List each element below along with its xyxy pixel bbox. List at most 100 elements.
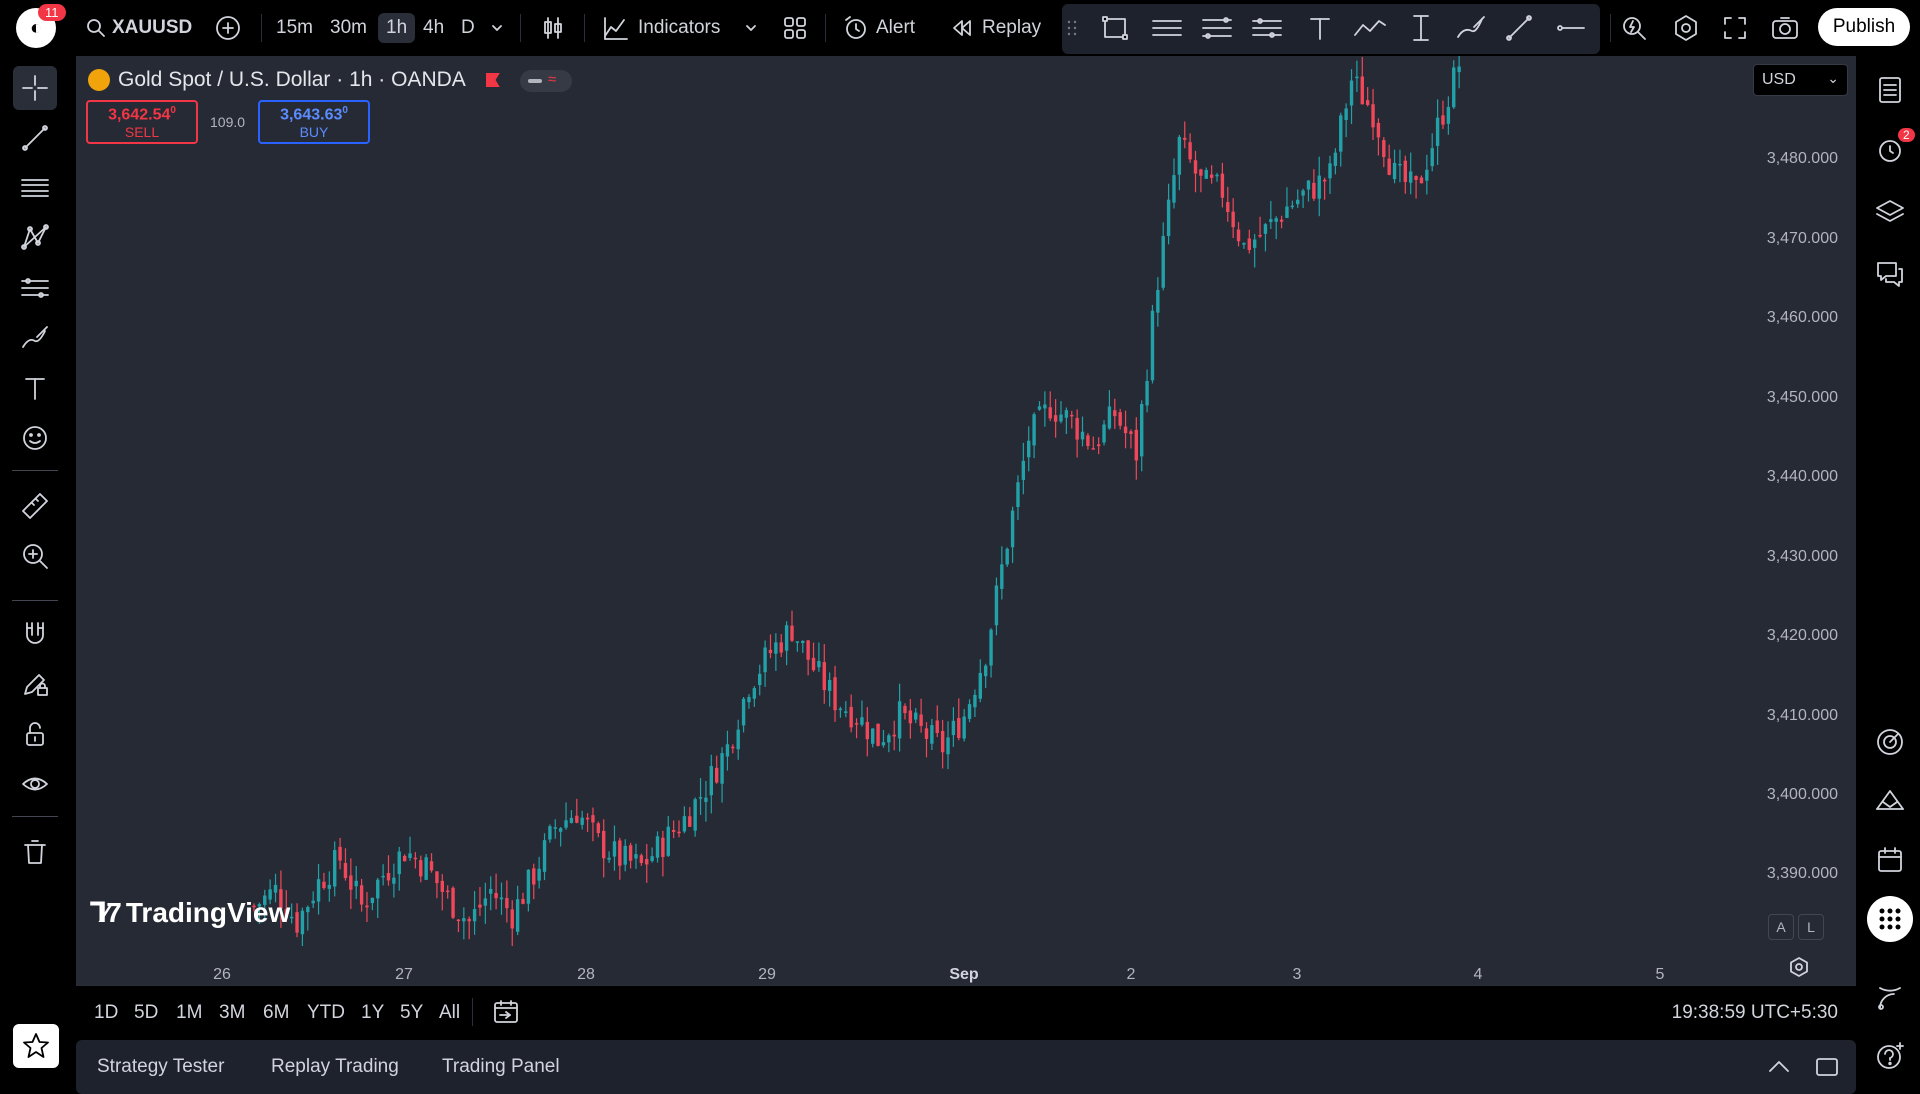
- timeframe-4h[interactable]: 4h: [423, 17, 445, 38]
- candle-up[interactable]: [515, 899, 520, 932]
- candle-down[interactable]: [924, 728, 929, 739]
- zoom-in-tool[interactable]: [13, 534, 57, 578]
- timeframe-15m[interactable]: 15m: [276, 17, 313, 38]
- candle-down[interactable]: [1258, 234, 1262, 237]
- candle-up[interactable]: [1317, 175, 1321, 199]
- parallel-channel-tool[interactable]: [1250, 0, 1284, 56]
- candle-up[interactable]: [704, 797, 708, 802]
- candle-down[interactable]: [806, 640, 810, 660]
- candle-up[interactable]: [838, 708, 843, 711]
- candle-up[interactable]: [784, 625, 789, 651]
- candle-up[interactable]: [1150, 310, 1155, 381]
- candle-up[interactable]: [801, 640, 805, 644]
- forecasting-tool[interactable]: [13, 266, 57, 310]
- candle-down[interactable]: [940, 730, 945, 753]
- settings-button[interactable]: [1672, 0, 1700, 56]
- candle-down[interactable]: [1220, 173, 1225, 198]
- remove-drawings-tool[interactable]: [13, 830, 57, 874]
- candle-down[interactable]: [1070, 414, 1074, 417]
- candle-down[interactable]: [1247, 238, 1251, 250]
- buy-button[interactable]: 3,643.630 BUY: [258, 100, 370, 144]
- candle-up[interactable]: [1435, 117, 1440, 146]
- candle-down[interactable]: [822, 662, 826, 691]
- candle-down[interactable]: [1236, 229, 1241, 242]
- candle-up[interactable]: [682, 816, 687, 832]
- candle-up[interactable]: [1021, 460, 1026, 480]
- candle-up[interactable]: [1328, 163, 1332, 179]
- candle-up[interactable]: [1306, 180, 1311, 190]
- candle-down[interactable]: [1382, 140, 1386, 158]
- candle-down[interactable]: [478, 904, 482, 908]
- candle-down[interactable]: [1183, 137, 1187, 140]
- candle-down[interactable]: [865, 721, 870, 740]
- candle-up[interactable]: [1457, 66, 1461, 73]
- object-tree-button[interactable]: [1868, 190, 1912, 234]
- candle-up[interactable]: [1037, 406, 1042, 410]
- candle-down[interactable]: [402, 855, 407, 862]
- candle-down[interactable]: [1403, 160, 1408, 182]
- candle-up[interactable]: [946, 737, 950, 755]
- candle-up[interactable]: [914, 712, 918, 720]
- maximize-panel-button[interactable]: [1814, 1054, 1840, 1085]
- candle-up[interactable]: [1355, 76, 1359, 79]
- timeframe-dropdown[interactable]: [490, 0, 504, 56]
- candle-up[interactable]: [709, 766, 713, 796]
- fullscreen-button[interactable]: [1722, 0, 1748, 56]
- candle-up[interactable]: [994, 585, 999, 626]
- candle-up[interactable]: [1005, 548, 1009, 565]
- candle-down[interactable]: [1360, 76, 1364, 105]
- candle-down[interactable]: [1113, 410, 1117, 417]
- candle-down[interactable]: [1312, 182, 1316, 199]
- candle-up[interactable]: [327, 884, 332, 889]
- candle-down[interactable]: [338, 846, 342, 861]
- timeframe-1h[interactable]: 1h: [378, 0, 416, 56]
- candle-down[interactable]: [1387, 158, 1391, 175]
- candle-up[interactable]: [1263, 224, 1268, 234]
- goto-date-button[interactable]: [492, 998, 520, 1031]
- candle-down[interactable]: [768, 649, 773, 654]
- candle-up[interactable]: [795, 641, 800, 643]
- candle-down[interactable]: [505, 897, 509, 909]
- chart-type-button[interactable]: [540, 0, 566, 56]
- candle-up[interactable]: [542, 840, 547, 872]
- candle-up[interactable]: [558, 828, 563, 832]
- candle-up[interactable]: [1016, 482, 1020, 508]
- candle-up[interactable]: [289, 916, 294, 919]
- flag-icon[interactable]: [485, 73, 500, 87]
- candle-up[interactable]: [1215, 174, 1219, 177]
- candle-down[interactable]: [419, 860, 423, 877]
- candle-up[interactable]: [564, 820, 568, 828]
- candle-up[interactable]: [650, 856, 654, 861]
- range-1y[interactable]: 1Y: [361, 1002, 385, 1023]
- candle-down[interactable]: [445, 890, 450, 893]
- candle-down[interactable]: [1371, 104, 1375, 128]
- candle-down[interactable]: [532, 868, 536, 885]
- candle-up[interactable]: [316, 879, 321, 902]
- sell-button[interactable]: 3,642.540 SELL: [86, 100, 198, 144]
- candle-down[interactable]: [1096, 444, 1101, 447]
- candle-up[interactable]: [483, 898, 488, 906]
- candle-up[interactable]: [881, 742, 886, 746]
- timeframe-d[interactable]: D: [461, 17, 475, 38]
- candle-up[interactable]: [752, 688, 757, 699]
- candle-up[interactable]: [860, 717, 864, 725]
- favorites-button[interactable]: [13, 1024, 59, 1068]
- range-1d[interactable]: 1D: [94, 1002, 119, 1023]
- candle-up[interactable]: [973, 694, 977, 708]
- tab-replay-trading[interactable]: Replay Trading: [271, 1056, 399, 1077]
- candle-down[interactable]: [731, 746, 735, 749]
- candle-up[interactable]: [1339, 115, 1343, 152]
- trendline-tool[interactable]: [13, 116, 57, 160]
- candle-down[interactable]: [1365, 100, 1370, 105]
- lock-all-tool[interactable]: [13, 712, 57, 756]
- candle-up[interactable]: [1274, 218, 1278, 222]
- candle-down[interactable]: [451, 887, 455, 918]
- candle-down[interactable]: [435, 871, 439, 884]
- candle-up[interactable]: [354, 880, 358, 887]
- trend-line-tool[interactable]: [1504, 0, 1534, 56]
- brush-tool-left[interactable]: [13, 316, 57, 360]
- drag-handle[interactable]: [1066, 0, 1078, 56]
- candle-down[interactable]: [1188, 142, 1192, 160]
- candle-up[interactable]: [268, 889, 272, 900]
- candle-down[interactable]: [440, 880, 444, 892]
